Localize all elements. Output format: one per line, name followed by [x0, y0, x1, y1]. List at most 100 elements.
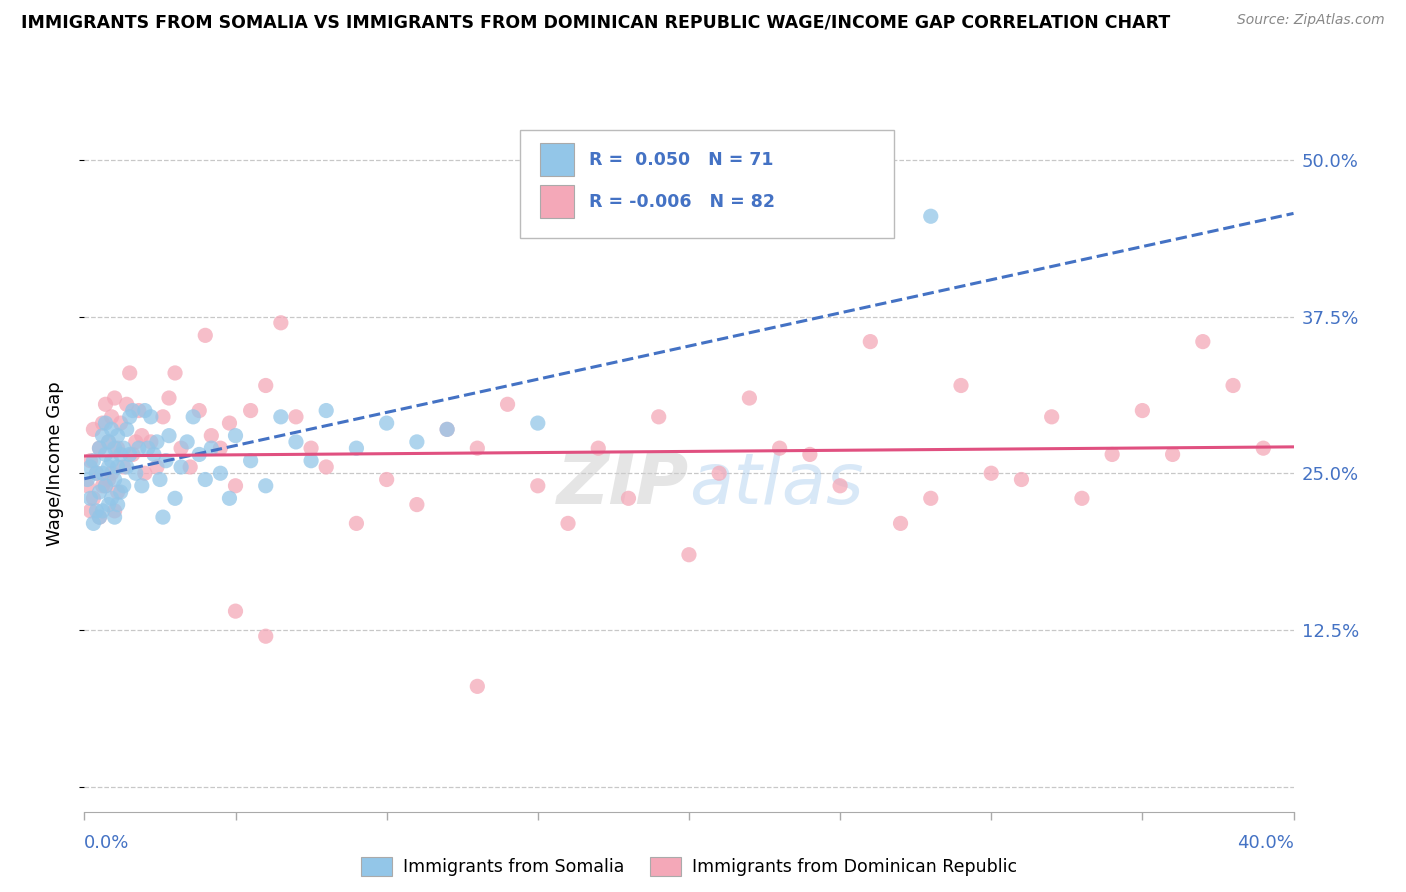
Point	[406, 498, 429, 512]
Point	[799, 447, 821, 461]
Point	[118, 447, 141, 461]
Point	[678, 548, 700, 562]
Point	[890, 516, 912, 531]
Point	[125, 467, 148, 481]
Point	[496, 397, 519, 411]
Point	[104, 391, 127, 405]
Point	[100, 422, 122, 436]
Point	[79, 504, 101, 518]
Point	[100, 491, 122, 506]
Point	[100, 409, 122, 424]
Point	[200, 441, 222, 455]
Point	[131, 479, 153, 493]
Text: R =  0.050   N = 71: R = 0.050 N = 71	[589, 151, 773, 169]
Point	[82, 453, 104, 467]
Point	[94, 416, 117, 430]
Point	[181, 409, 204, 424]
Point	[315, 460, 337, 475]
Point	[1161, 447, 1184, 461]
Point	[467, 441, 489, 455]
Point	[346, 516, 368, 531]
Point	[118, 409, 141, 424]
Point	[100, 467, 122, 481]
Point	[218, 416, 240, 430]
Point	[112, 441, 135, 455]
Point	[89, 441, 111, 455]
Point	[121, 447, 143, 461]
Point	[188, 403, 211, 417]
Point	[91, 504, 114, 518]
Point	[110, 416, 132, 430]
Point	[406, 434, 429, 449]
Text: 0.0%: 0.0%	[84, 834, 129, 852]
Point	[97, 498, 120, 512]
Point	[115, 422, 138, 436]
Point	[1130, 403, 1153, 417]
Point	[136, 441, 159, 455]
Point	[128, 441, 150, 455]
Point	[112, 460, 135, 475]
Text: Source: ZipAtlas.com: Source: ZipAtlas.com	[1237, 13, 1385, 28]
Point	[346, 441, 368, 455]
Point	[104, 504, 127, 518]
Point	[134, 467, 156, 481]
Point	[79, 491, 101, 506]
Point	[91, 479, 114, 493]
Point	[188, 447, 211, 461]
Point	[254, 378, 277, 392]
Point	[375, 473, 398, 487]
Point	[110, 447, 132, 461]
Text: atlas: atlas	[689, 450, 863, 519]
Point	[170, 441, 193, 455]
Point	[436, 422, 458, 436]
Point	[315, 403, 337, 417]
Point	[139, 434, 162, 449]
Point	[79, 453, 101, 467]
Point	[980, 467, 1002, 481]
Point	[91, 467, 114, 481]
Point	[100, 453, 122, 467]
Point	[118, 366, 141, 380]
Point	[107, 498, 129, 512]
Point	[176, 434, 198, 449]
Point	[209, 467, 232, 481]
Point	[436, 422, 458, 436]
Point	[110, 485, 132, 500]
Point	[157, 428, 180, 442]
Point	[146, 460, 169, 475]
Point	[107, 428, 129, 442]
FancyBboxPatch shape	[520, 130, 894, 238]
Point	[769, 441, 792, 455]
Point	[94, 479, 117, 493]
Point	[134, 403, 156, 417]
FancyBboxPatch shape	[540, 185, 574, 219]
Point	[121, 403, 143, 417]
Point	[1192, 334, 1215, 349]
Point	[225, 479, 247, 493]
Point	[86, 467, 108, 481]
Text: R = -0.006   N = 82: R = -0.006 N = 82	[589, 193, 775, 211]
Point	[950, 378, 973, 392]
Point	[179, 460, 201, 475]
Point	[86, 467, 108, 481]
Point	[709, 467, 731, 481]
Point	[149, 473, 172, 487]
Point	[285, 434, 308, 449]
Point	[239, 453, 262, 467]
Point	[1222, 378, 1244, 392]
Point	[859, 334, 882, 349]
Point	[155, 453, 177, 467]
Point	[209, 441, 232, 455]
Point	[270, 316, 292, 330]
Point	[142, 447, 165, 461]
Point	[254, 629, 277, 643]
Point	[115, 460, 138, 475]
Point	[139, 409, 162, 424]
Point	[239, 403, 262, 417]
Point	[107, 441, 129, 455]
Point	[299, 453, 322, 467]
Point	[299, 441, 322, 455]
Point	[152, 409, 174, 424]
Text: IMMIGRANTS FROM SOMALIA VS IMMIGRANTS FROM DOMINICAN REPUBLIC WAGE/INCOME GAP CO: IMMIGRANTS FROM SOMALIA VS IMMIGRANTS FR…	[21, 13, 1170, 31]
Point	[1253, 441, 1275, 455]
